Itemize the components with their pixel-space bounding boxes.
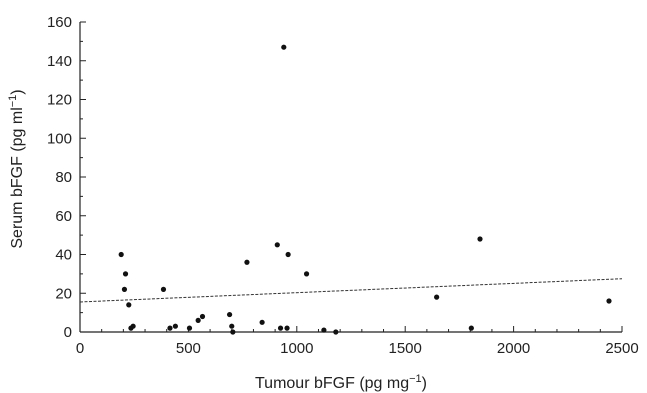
data-point [434,294,440,300]
data-point [130,323,136,329]
data-point [285,251,291,258]
data-point [281,44,287,50]
x-axis-title: Tumour bFGF (pg mg−1) [255,373,427,392]
data-point [284,325,290,331]
data-point [121,286,128,292]
y-tick-label: 80 [55,169,72,186]
x-ticks: 0 500 1000 1500 2000 2500 [76,326,639,357]
x-axis-title-sup: −1 [409,373,422,385]
data-point [122,271,129,277]
y-axis-title-end: ) [9,89,26,94]
data-point [244,259,250,265]
data-point [259,319,265,325]
x-tick-label: 2500 [605,340,638,357]
x-tick-label: 1000 [280,340,313,357]
data-point [186,325,193,331]
x-tick-label: 2000 [497,340,530,357]
axes [79,22,622,333]
x-tick-label: 500 [176,340,201,357]
y-tick-label: 60 [55,208,72,225]
data-point [477,236,483,242]
data-point [172,323,178,329]
y-axis-title-sup: −1 [7,95,19,108]
y-tick-label: 140 [47,53,72,70]
y-tick-label: 40 [55,247,72,264]
x-axis-title-end: ) [422,375,427,392]
data-points [118,44,612,335]
data-point [118,251,124,258]
x-axis-title-main: Tumour bFGF (pg mg [255,375,409,392]
trendline [79,278,623,303]
data-point [195,317,201,323]
data-point [274,242,280,248]
x-tick-label: 1500 [389,340,422,357]
y-tick-label: 0 [64,324,72,341]
y-tick-label: 120 [47,92,72,109]
data-point [229,323,235,329]
data-point [468,325,474,331]
y-tick-label: 100 [47,130,72,147]
data-point [606,298,612,304]
data-point [303,271,310,277]
data-point [277,325,284,331]
data-point [126,302,132,308]
data-point [226,311,233,318]
data-point [199,313,206,320]
y-axis-title-main: Serum bFGF (pg ml [9,107,26,248]
trend-layer [79,278,623,303]
y-ticks: 0 20 40 60 80 100 120 140 160 [47,14,86,341]
data-point [333,329,339,335]
y-tick-label: 20 [55,285,72,302]
data-point [167,325,173,331]
y-axis-title: Serum bFGF (pg ml−1) [7,89,26,248]
y-tick-label: 160 [47,14,72,31]
x-tick-label: 0 [76,340,84,357]
data-point [160,286,167,292]
data-point [230,329,236,335]
data-point [321,327,327,333]
